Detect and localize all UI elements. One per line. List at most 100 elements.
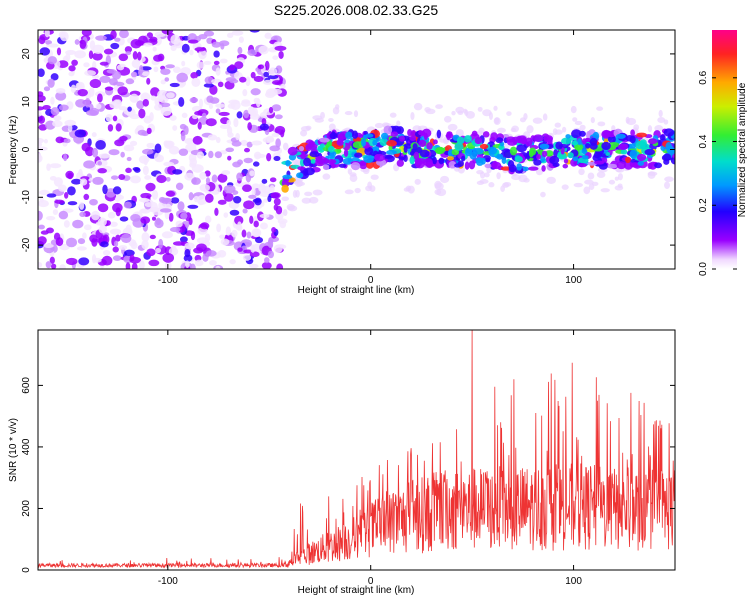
heatmap-noise-blob bbox=[208, 104, 214, 110]
heatmap-noise-blob bbox=[249, 170, 255, 177]
heatmap-noise-blob bbox=[160, 106, 172, 117]
heatmap-noise-blob bbox=[45, 261, 52, 269]
heatmap-noise-blob bbox=[169, 227, 181, 233]
heatmap-signal-blob bbox=[589, 137, 598, 146]
heatmap-noise-blob bbox=[217, 173, 228, 183]
heatmap-noise-blob bbox=[160, 102, 171, 108]
heatmap-noise-blob bbox=[239, 76, 247, 83]
heatmap-noise-blob bbox=[266, 152, 272, 162]
heatmap-noise-blob bbox=[187, 39, 199, 44]
snr-frame bbox=[37, 329, 676, 571]
heatmap-noise-blob bbox=[204, 233, 211, 242]
heatmap-halo-blob bbox=[608, 179, 616, 185]
heatmap-signal-blob bbox=[383, 125, 393, 135]
heatmap-noise-blob bbox=[271, 132, 280, 138]
heatmap-noise-blob bbox=[184, 172, 195, 181]
heatmap-noise-blob bbox=[38, 36, 46, 45]
heatmap-noise-blob bbox=[137, 129, 147, 136]
heatmap-noise-blob bbox=[130, 241, 138, 250]
heatmap-noise-blob bbox=[132, 51, 138, 60]
snr-x-tick-label: 0 bbox=[368, 576, 374, 587]
heatmap-signal-blob bbox=[563, 158, 569, 164]
heatmap-noise-blob bbox=[253, 229, 260, 238]
heatmap-noise-blob bbox=[225, 226, 232, 236]
heatmap-signal-blob bbox=[412, 143, 418, 151]
heatmap-halo-blob bbox=[647, 125, 653, 133]
heatmap-noise-blob bbox=[145, 182, 156, 192]
heatmap-signal-blob bbox=[474, 137, 482, 145]
heatmap-noise-blob bbox=[66, 257, 78, 266]
heatmap-signal-blob bbox=[490, 132, 498, 141]
heatmap-halo-blob bbox=[519, 117, 526, 123]
heatmap-noise-blob bbox=[250, 71, 256, 79]
heatmap-noise-blob bbox=[274, 114, 283, 120]
heatmap-noise-blob bbox=[170, 44, 177, 51]
heatmap-signal-blob bbox=[297, 166, 306, 171]
heatmap-signal-blob bbox=[374, 154, 385, 162]
heatmap-noise-blob bbox=[164, 77, 170, 82]
heatmap-noise-blob bbox=[207, 134, 218, 141]
heatmap-noise-blob bbox=[271, 104, 282, 112]
heatmap-x-tick-label: 100 bbox=[565, 275, 582, 286]
heatmap-halo-blob bbox=[484, 172, 490, 178]
snr-panel: -100 0 100 0 200 400 600 Height of straight l… bbox=[8, 329, 676, 596]
heatmap-signal-blob bbox=[399, 135, 406, 142]
heatmap-noise-blob bbox=[198, 200, 204, 206]
heatmap-noise-blob bbox=[75, 98, 87, 108]
heatmap-noise-blob bbox=[247, 49, 258, 56]
heatmap-halo-blob bbox=[535, 168, 543, 176]
heatmap-signal-blob bbox=[327, 154, 336, 159]
heatmap-signal-blob bbox=[654, 162, 663, 169]
heatmap-noise-blob bbox=[45, 215, 56, 221]
heatmap-halo-blob bbox=[493, 105, 498, 111]
heatmap-halo-blob bbox=[301, 197, 312, 204]
heatmap-noise-blob bbox=[249, 30, 260, 33]
heatmap-noise-blob bbox=[194, 47, 206, 52]
heatmap-signal-blob bbox=[351, 157, 360, 162]
heatmap-signal-blob bbox=[305, 143, 313, 152]
heatmap-noise-blob bbox=[68, 65, 76, 72]
heatmap-signal-blob bbox=[509, 146, 518, 156]
heatmap-halo-blob bbox=[353, 110, 359, 118]
heatmap-signal-blob bbox=[433, 139, 438, 145]
heatmap-noise-blob bbox=[44, 30, 50, 38]
heatmap-noise-blob bbox=[74, 129, 87, 138]
heatmap-halo-blob bbox=[374, 122, 384, 129]
heatmap-noise-blob bbox=[168, 212, 174, 222]
heatmap-noise-blob bbox=[50, 73, 59, 81]
snr-y-tick-label: 200 bbox=[21, 500, 32, 517]
heatmap-noise-blob bbox=[196, 61, 205, 69]
heatmap-noise-blob bbox=[217, 81, 224, 88]
heatmap-halo-blob bbox=[591, 181, 599, 187]
heatmap-noise-blob bbox=[249, 113, 260, 120]
heatmap-halo-blob bbox=[664, 176, 674, 182]
heatmap-noise-blob bbox=[43, 86, 51, 92]
heatmap-noise-blob bbox=[249, 215, 254, 224]
heatmap-noise-blob bbox=[249, 263, 259, 269]
heatmap-noise-blob bbox=[184, 242, 195, 250]
heatmap-signal-blob bbox=[287, 146, 298, 156]
heatmap-signal-blob bbox=[663, 128, 675, 137]
heatmap-signal-blob bbox=[485, 157, 491, 163]
heatmap-noise-blob bbox=[136, 100, 145, 110]
heatmap-noise-blob bbox=[111, 71, 122, 80]
heatmap-noise-blob bbox=[124, 46, 133, 53]
colorbar: 0.0 0.2 0.4 0.6 Normalized spectral amplitu… bbox=[698, 30, 748, 276]
heatmap-noise-blob bbox=[247, 106, 255, 115]
heatmap-signal-blob bbox=[432, 156, 437, 165]
heatmap-halo-blob bbox=[389, 112, 397, 118]
heatmap-noise-blob bbox=[157, 89, 169, 100]
heatmap-noise-blob bbox=[118, 53, 129, 62]
heatmap-signal-blob bbox=[448, 160, 457, 169]
heatmap-signal-blob bbox=[647, 138, 658, 145]
colorbar-label: Normalized spectral amplitude bbox=[737, 82, 748, 217]
heatmap-noise-blob bbox=[187, 204, 199, 209]
heatmap-noise-blob bbox=[154, 104, 163, 111]
heatmap-noise-blob bbox=[47, 78, 55, 88]
heatmap-signal-blob bbox=[659, 134, 666, 141]
heatmap-halo-blob bbox=[282, 142, 289, 151]
heatmap-noise-blob bbox=[79, 39, 87, 49]
heatmap-halo-blob bbox=[596, 171, 606, 178]
heatmap-noise-blob bbox=[188, 217, 193, 226]
heatmap-noise-blob bbox=[141, 239, 149, 250]
